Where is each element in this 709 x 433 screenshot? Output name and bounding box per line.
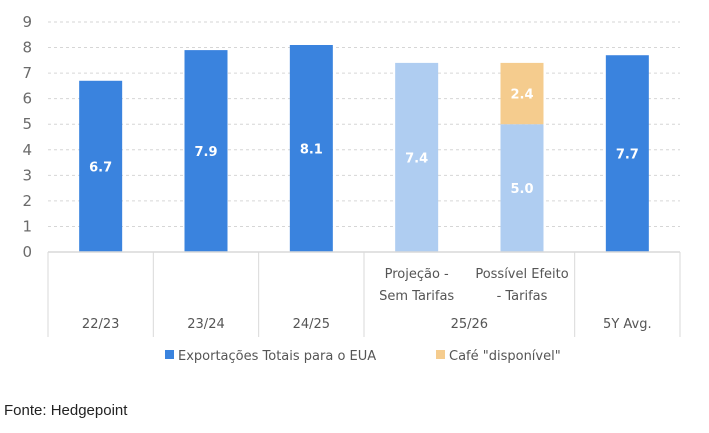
bar-segment (79, 80, 123, 253)
legend-swatch (165, 350, 174, 359)
y-tick-label: 9 (22, 13, 32, 31)
y-tick-label: 5 (22, 115, 32, 133)
legend-swatch (436, 350, 445, 359)
legend-label: Exportações Totais para o EUA (178, 349, 376, 364)
data-label: 6.7 (89, 160, 112, 175)
y-tick-label: 6 (22, 90, 32, 108)
data-label: 7.9 (194, 145, 217, 160)
category-table: 22/23 23/24 24/25 25/26 5Y Avg. Projeção - Sem… (47, 251, 681, 337)
data-label: 2.4 (510, 88, 533, 103)
bar-segment (289, 45, 333, 252)
bars: 6.7 7.9 8.1 7.4 5.0 2.4 7.7 (79, 45, 649, 253)
bar-segment (395, 62, 439, 253)
legend: Exportações Totais para o EUA Café "dispo… (165, 349, 561, 364)
x-category-label: 5Y Avg. (603, 317, 652, 332)
y-tick-label: 7 (22, 64, 32, 82)
source-note: Fonte: Hedgepoint (4, 402, 128, 419)
data-label: 8.1 (300, 143, 323, 158)
bar-chart: 0 1 2 3 4 5 6 7 8 9 6.7 7.9 8.1 7.4 5.0 2.4 7.7 22/23 23… (22, 13, 681, 364)
bar-segment (500, 62, 544, 125)
y-tick-label: 0 (22, 243, 32, 261)
y-tick-label: 1 (22, 217, 32, 235)
y-tick-label: 3 (22, 166, 32, 184)
x-subcategory-label: Possível Efeito (475, 267, 568, 282)
data-label: 7.4 (405, 151, 428, 166)
y-axis-ticks: 0 1 2 3 4 5 6 7 8 9 (22, 13, 32, 261)
x-category-label: 25/26 (451, 317, 488, 332)
x-subcategory-label: - Tarifas (497, 289, 548, 304)
bar-segment (605, 55, 649, 252)
x-subcategory-label: Projeção - (385, 267, 449, 282)
legend-label: Café "disponível" (449, 349, 561, 364)
y-tick-label: 2 (22, 192, 32, 210)
data-label: 7.7 (616, 148, 639, 163)
gridlines (48, 21, 680, 227)
x-category-label: 22/23 (82, 317, 119, 332)
bar-segment (184, 50, 228, 252)
data-label: 5.0 (510, 182, 533, 197)
y-tick-label: 4 (22, 141, 32, 159)
x-category-label: 24/25 (293, 317, 330, 332)
y-tick-label: 8 (22, 39, 32, 57)
x-category-label: 23/24 (187, 317, 224, 332)
bar-segment (500, 124, 544, 252)
x-subcategory-label: Sem Tarifas (379, 289, 454, 304)
